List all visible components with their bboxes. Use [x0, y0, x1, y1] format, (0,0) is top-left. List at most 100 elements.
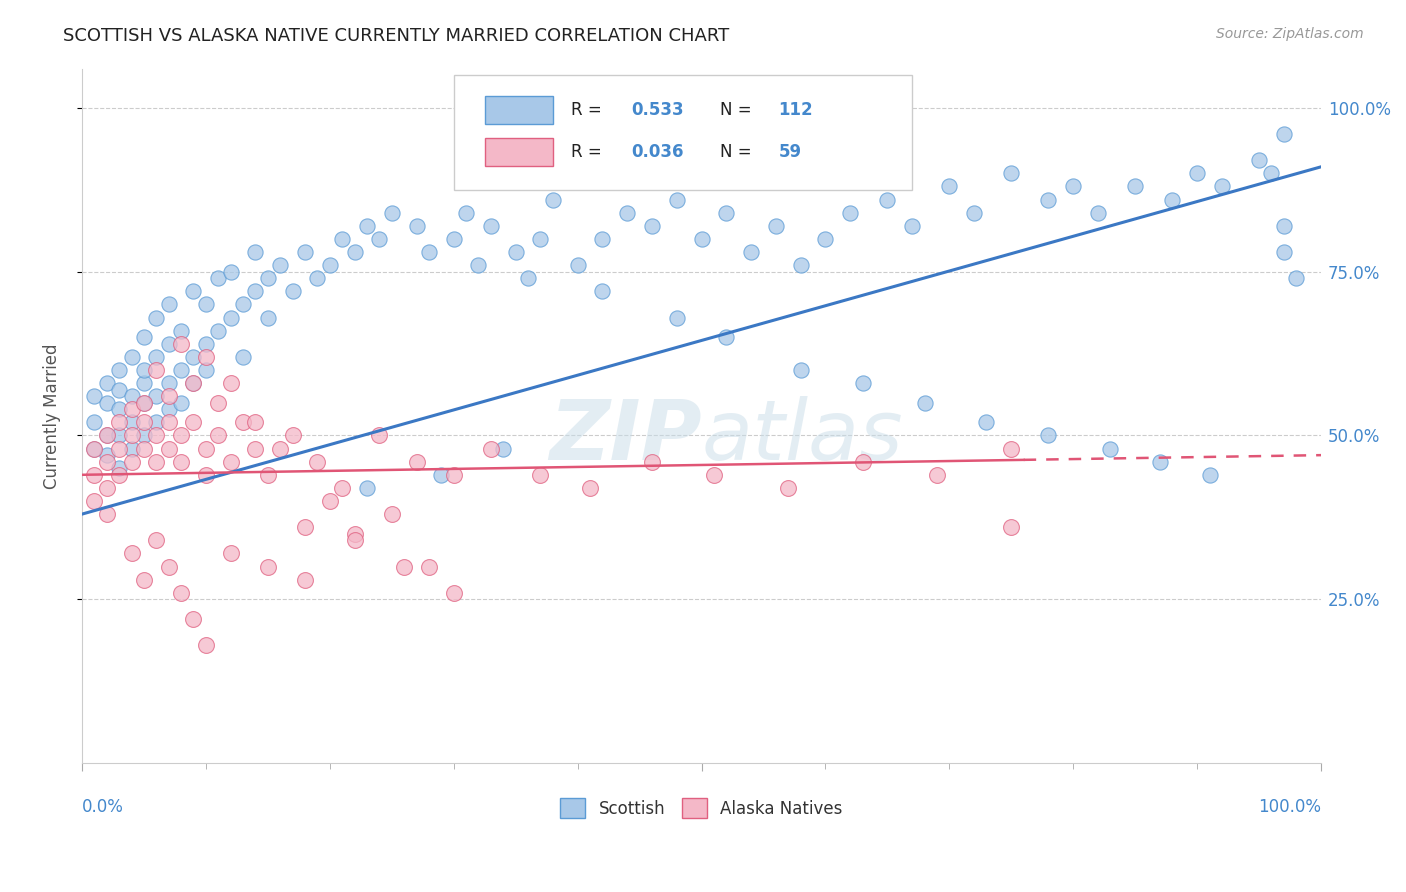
Point — [157, 297, 180, 311]
Point — [789, 258, 811, 272]
Point — [814, 232, 837, 246]
Point — [96, 507, 118, 521]
Point — [1038, 193, 1060, 207]
Point — [778, 481, 800, 495]
FancyBboxPatch shape — [485, 138, 553, 166]
Point — [529, 467, 551, 482]
Point — [1272, 219, 1295, 233]
Point — [183, 376, 205, 390]
Point — [368, 428, 391, 442]
Point — [145, 363, 167, 377]
Point — [1211, 179, 1233, 194]
Text: N =: N = — [720, 101, 756, 120]
Point — [121, 402, 143, 417]
Point — [641, 455, 664, 469]
Point — [96, 428, 118, 442]
Point — [443, 586, 465, 600]
Point — [132, 376, 155, 390]
Point — [294, 245, 316, 260]
Point — [1123, 179, 1146, 194]
Point — [83, 467, 105, 482]
Point — [121, 389, 143, 403]
Point — [1272, 127, 1295, 141]
Point — [591, 232, 613, 246]
Point — [852, 376, 875, 390]
Point — [454, 205, 477, 219]
Point — [517, 271, 540, 285]
Point — [170, 428, 193, 442]
Point — [665, 310, 688, 325]
Point — [963, 205, 986, 219]
Point — [852, 455, 875, 469]
Point — [418, 245, 440, 260]
Point — [245, 442, 267, 456]
Point — [194, 442, 217, 456]
Point — [616, 205, 638, 219]
Point — [170, 324, 193, 338]
Text: 100.0%: 100.0% — [1258, 797, 1322, 816]
Point — [381, 507, 404, 521]
Point — [665, 193, 688, 207]
Point — [418, 559, 440, 574]
Point — [157, 559, 180, 574]
Point — [1249, 153, 1271, 168]
Point — [356, 481, 378, 495]
Point — [430, 467, 453, 482]
FancyBboxPatch shape — [454, 76, 912, 190]
Point — [157, 416, 180, 430]
Point — [343, 526, 366, 541]
Point — [132, 416, 155, 430]
Point — [108, 383, 131, 397]
Point — [145, 350, 167, 364]
Point — [443, 232, 465, 246]
Point — [108, 467, 131, 482]
Point — [132, 395, 155, 409]
Point — [121, 350, 143, 364]
Point — [145, 455, 167, 469]
Point — [183, 612, 205, 626]
Point — [319, 258, 342, 272]
Point — [281, 285, 304, 299]
Point — [157, 336, 180, 351]
Point — [145, 389, 167, 403]
Point — [121, 428, 143, 442]
Point — [1285, 271, 1308, 285]
Point — [330, 481, 353, 495]
Point — [405, 455, 427, 469]
Point — [269, 258, 291, 272]
Point — [108, 461, 131, 475]
Point — [938, 179, 960, 194]
Text: ZIP: ZIP — [548, 396, 702, 477]
Point — [381, 205, 404, 219]
Point — [256, 559, 278, 574]
Point — [121, 416, 143, 430]
Point — [925, 467, 948, 482]
Point — [96, 455, 118, 469]
Point — [567, 258, 589, 272]
Point — [1185, 166, 1208, 180]
Point — [132, 442, 155, 456]
Point — [96, 481, 118, 495]
Point — [108, 402, 131, 417]
Point — [194, 638, 217, 652]
Text: R =: R = — [571, 101, 607, 120]
Point — [145, 416, 167, 430]
Point — [207, 324, 229, 338]
Point — [467, 258, 489, 272]
Point — [183, 350, 205, 364]
Point — [219, 310, 242, 325]
Point — [319, 494, 342, 508]
Point — [591, 285, 613, 299]
Point — [170, 455, 193, 469]
Point — [1038, 428, 1060, 442]
Point — [170, 395, 193, 409]
Point — [789, 363, 811, 377]
Point — [157, 442, 180, 456]
Point — [1062, 179, 1084, 194]
Point — [839, 205, 862, 219]
Point — [716, 205, 738, 219]
Point — [505, 245, 527, 260]
Point — [256, 271, 278, 285]
Point — [690, 232, 713, 246]
Point — [1260, 166, 1282, 180]
